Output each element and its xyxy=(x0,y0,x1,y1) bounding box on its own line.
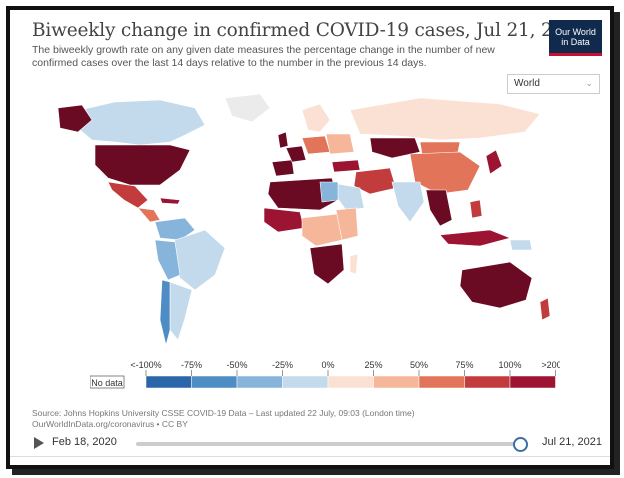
play-icon[interactable] xyxy=(34,437,44,449)
country-canada[interactable] xyxy=(79,99,206,146)
country-caribbean[interactable] xyxy=(159,197,181,205)
country-southeast-asia[interactable] xyxy=(425,189,453,227)
country-turkey[interactable] xyxy=(331,159,361,173)
country-central-europe[interactable] xyxy=(301,135,331,155)
country-france[interactable] xyxy=(285,145,307,163)
legend-tick-label: 50% xyxy=(410,360,428,370)
legend-bin[interactable] xyxy=(236,375,283,389)
legend-tick-label: <-100% xyxy=(130,360,161,370)
timeline: Feb 18, 2020 Jul 21, 2021 xyxy=(32,432,604,458)
country-peru-bolivia[interactable] xyxy=(154,239,181,281)
legend-tick-label: 25% xyxy=(364,360,382,370)
country-papua-new-guinea[interactable] xyxy=(509,239,533,251)
chart-title: Biweekly change in confirmed COVID-19 ca… xyxy=(32,20,588,41)
country-iran-middle-east[interactable] xyxy=(353,167,397,195)
timeline-end-date: Jul 21, 2021 xyxy=(542,436,602,448)
legend-bin[interactable] xyxy=(418,375,465,389)
legend-no-data-label: No data xyxy=(91,378,123,388)
country-uk[interactable] xyxy=(277,131,289,149)
legend-tick-label: 100% xyxy=(498,360,521,370)
country-kazakhstan-central-asia[interactable] xyxy=(369,137,421,159)
country-alaska[interactable] xyxy=(57,104,93,133)
legend-bin[interactable] xyxy=(464,375,511,389)
country-egypt[interactable] xyxy=(319,181,339,203)
legend-tick-label: 0% xyxy=(321,360,334,370)
country-central-africa[interactable] xyxy=(301,213,343,247)
country-russia[interactable] xyxy=(349,97,541,141)
source-line-1: Source: Johns Hopkins University CSSE CO… xyxy=(32,408,415,418)
timeline-handle[interactable] xyxy=(512,437,528,452)
country-saudi-arabia[interactable] xyxy=(335,183,365,211)
chart-frame: Biweekly change in confirmed COVID-19 ca… xyxy=(6,6,614,469)
chevron-down-icon: ⌄ xyxy=(585,78,593,88)
world-map[interactable] xyxy=(20,90,600,358)
country-philippines[interactable] xyxy=(469,199,483,219)
logo-line2: in Data xyxy=(561,36,590,47)
country-southern-africa[interactable] xyxy=(309,243,345,285)
chart-tabs-bar xyxy=(10,456,610,465)
country-usa[interactable] xyxy=(94,144,191,186)
legend-tick-label: >200% xyxy=(541,360,560,370)
legend-bin[interactable] xyxy=(509,375,556,389)
country-indonesia[interactable] xyxy=(439,229,511,247)
legend-tick-label: -50% xyxy=(226,360,247,370)
legend-bins: <-100% -75% -50% -25% 0% 25% 50% 75% 100% >200% xyxy=(130,360,560,389)
country-india[interactable] xyxy=(391,181,425,223)
legend-tick-label: -75% xyxy=(181,360,202,370)
legend-tick-label: -25% xyxy=(272,360,293,370)
country-eastern-europe[interactable] xyxy=(325,133,355,155)
country-spain-portugal[interactable] xyxy=(271,159,295,177)
country-new-zealand[interactable] xyxy=(539,297,551,321)
logo-line1: Our World xyxy=(555,26,596,37)
country-greenland[interactable] xyxy=(224,93,271,123)
country-australia[interactable] xyxy=(459,261,533,309)
region-select[interactable]: World ⌄ xyxy=(507,74,600,94)
legend: No data <-100% -75% -50% -25% 0% 25% 50% 75% 100… xyxy=(90,360,560,389)
country-argentina[interactable] xyxy=(169,281,193,341)
source-note: Source: Johns Hopkins University CSSE CO… xyxy=(32,408,415,430)
country-japan-korea[interactable] xyxy=(485,149,503,175)
legend-bin[interactable] xyxy=(191,375,238,389)
country-scandinavia[interactable] xyxy=(301,103,331,133)
country-madagascar[interactable] xyxy=(349,253,359,275)
country-east-africa[interactable] xyxy=(335,207,359,241)
legend-bin[interactable] xyxy=(282,375,329,389)
country-brazil[interactable] xyxy=(171,229,226,291)
timeline-track[interactable] xyxy=(136,442,528,446)
legend-bin[interactable] xyxy=(373,375,420,389)
timeline-start-date: Feb 18, 2020 xyxy=(52,436,117,448)
legend-tick-label: 75% xyxy=(455,360,473,370)
legend-bin[interactable] xyxy=(327,375,374,389)
country-chile[interactable] xyxy=(159,279,171,346)
source-line-2[interactable]: OurWorldInData.org/coronavirus • CC BY xyxy=(32,419,188,429)
owid-logo[interactable]: Our World in Data xyxy=(549,20,602,56)
country-west-africa[interactable] xyxy=(263,207,305,233)
country-mexico[interactable] xyxy=(107,181,149,209)
country-colombia-venezuela[interactable] xyxy=(154,217,196,241)
chart-subtitle: The biweekly growth rate on any given da… xyxy=(32,44,495,69)
legend-no-data-swatch xyxy=(90,375,125,389)
country-central-america[interactable] xyxy=(137,207,161,223)
region-select-value: World xyxy=(514,78,540,89)
legend-bin[interactable] xyxy=(145,375,192,389)
